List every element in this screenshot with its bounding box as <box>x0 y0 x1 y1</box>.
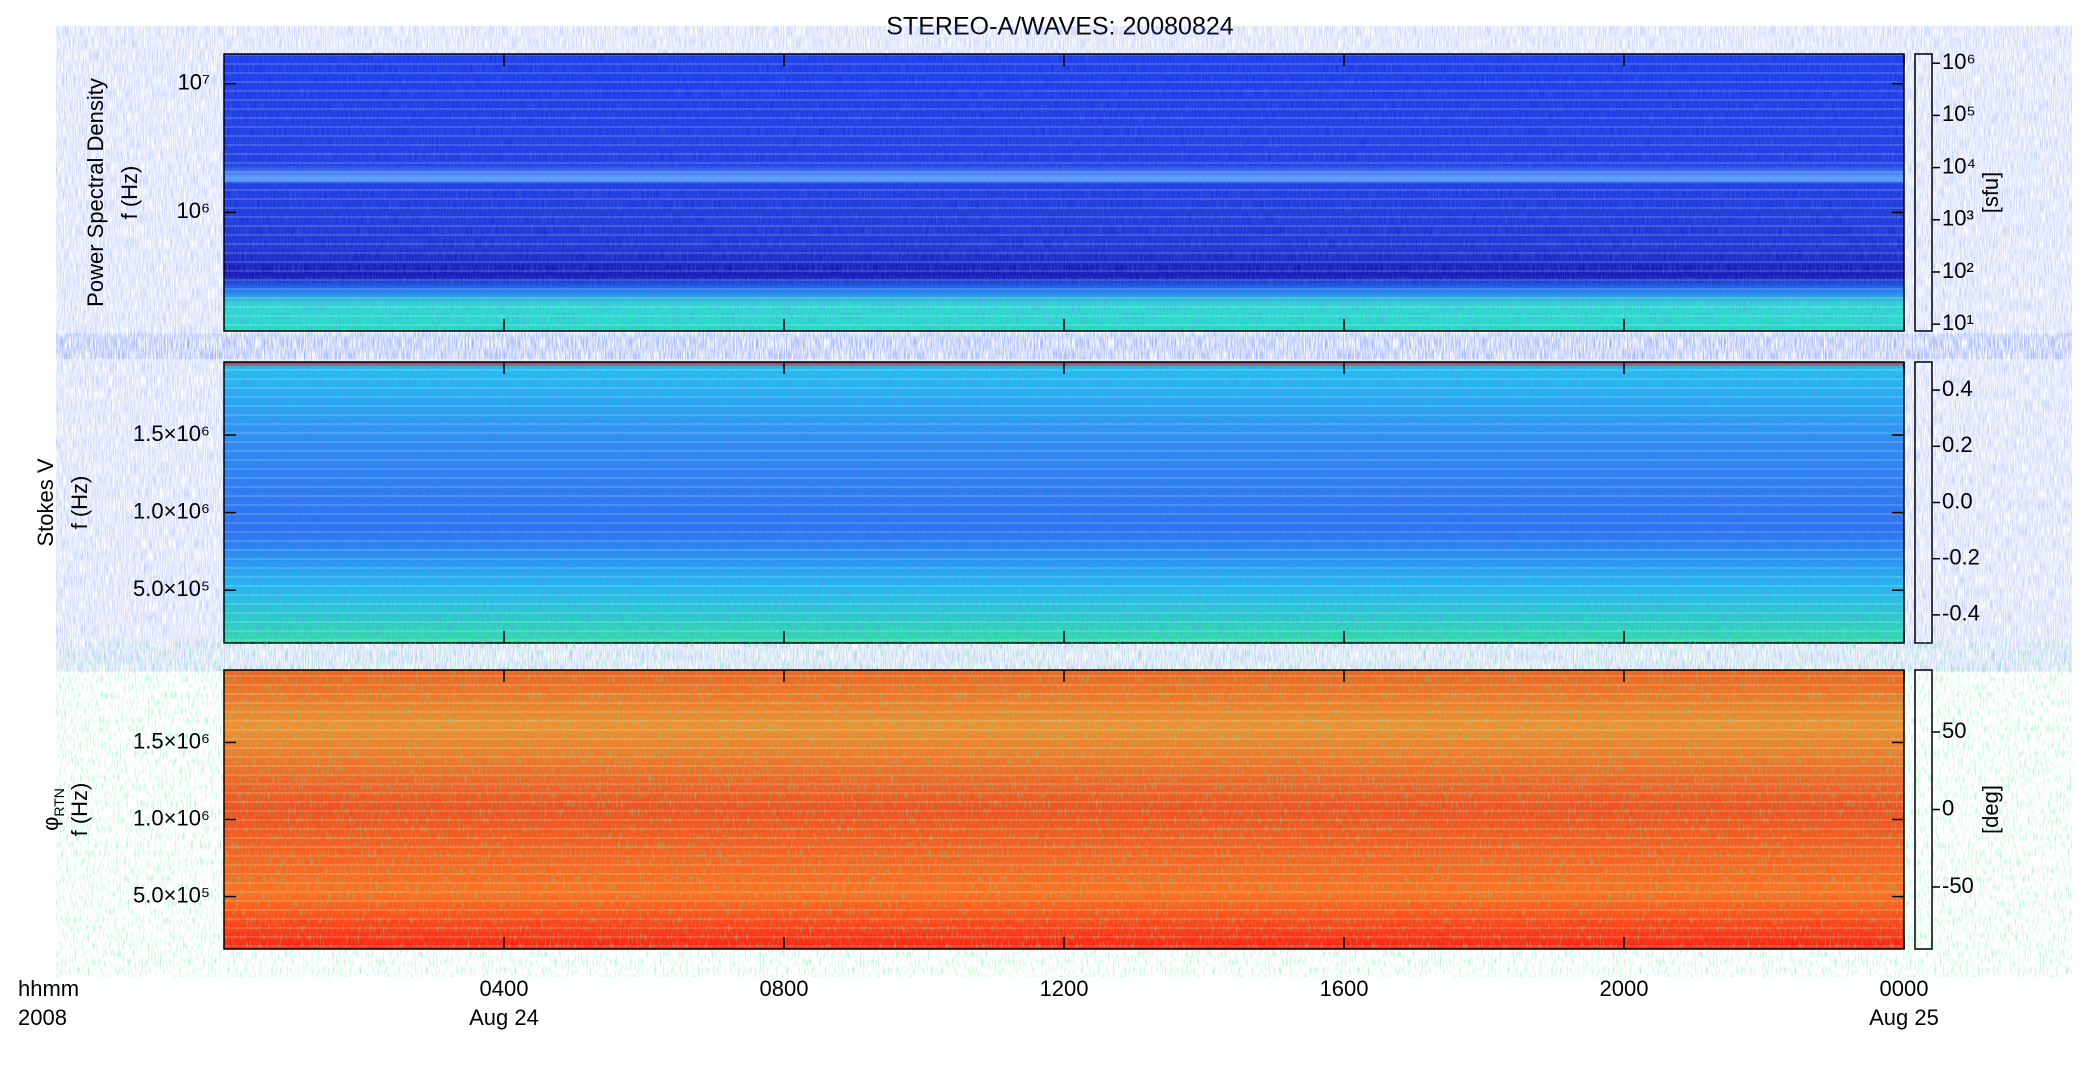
colorbar <box>1914 361 1933 644</box>
colorbar-tick-label: 10¹ <box>1942 310 1974 335</box>
colorbar-tick-label: 10³ <box>1942 206 1974 231</box>
x-date-label: Aug 24 <box>469 1005 539 1030</box>
x-tick-label: 2000 <box>1600 976 1649 1001</box>
x-unit-label: hhmm <box>18 976 79 1001</box>
colorbar-tick-label: 0.2 <box>1942 432 1973 457</box>
x-tick-label: 0400 <box>480 976 529 1001</box>
subscript: RTN <box>51 788 67 817</box>
y-tick-label: 1.0×10⁶ <box>133 498 210 523</box>
y-axis-label: f (Hz) <box>67 783 92 837</box>
colorbar-tick-label: -0.2 <box>1942 545 1980 570</box>
colorbar-tick-label: -50 <box>1942 873 1974 898</box>
spectrogram-lines <box>224 362 1904 643</box>
colorbar-tick-label: 0.4 <box>1942 376 1973 401</box>
colorbar <box>1914 669 1933 950</box>
symbol: φ <box>38 817 63 831</box>
y-tick-label: 1.5×10⁶ <box>133 421 210 446</box>
colorbar-tick-label: 10⁶ <box>1942 49 1976 74</box>
y-tick-label: 10⁶ <box>176 198 210 223</box>
x-year-label: 2008 <box>18 1005 67 1030</box>
y-axis-label: f (Hz) <box>67 476 92 530</box>
colorbar-tick-label: 50 <box>1942 718 1966 743</box>
x-tick-label: 0800 <box>760 976 809 1001</box>
y-tick-label: 5.0×10⁵ <box>133 882 210 907</box>
colorbar <box>1914 53 1933 332</box>
colorbar-tick-label: 10² <box>1942 258 1974 283</box>
colorbar-tick-label: 0.0 <box>1942 488 1973 513</box>
chart-title: STEREO-A/WAVES: 20080824 <box>886 13 1233 41</box>
y-tick-label: 1.0×10⁶ <box>133 805 210 830</box>
y-axis-label: Stokes V <box>33 458 58 546</box>
colorbar-label: [deg] <box>1978 785 2003 834</box>
spectrogram-lines <box>224 54 1904 331</box>
colorbar-tick-label: 10⁴ <box>1942 153 1976 178</box>
y-axis-label: Power Spectral Density <box>83 78 108 307</box>
y-tick-label: 10⁷ <box>178 69 210 94</box>
y-axis-symbol: φRTN <box>38 788 67 831</box>
colorbar-tick-label: 0 <box>1942 795 1954 820</box>
colorbar-tick-label: 10⁵ <box>1942 101 1976 126</box>
x-tick-label: 1600 <box>1320 976 1369 1001</box>
x-tick-label: 1200 <box>1040 976 1089 1001</box>
x-date-label: Aug 25 <box>1869 1005 1939 1030</box>
y-axis-label: f (Hz) <box>117 166 142 220</box>
y-tick-label: 1.5×10⁶ <box>133 728 210 753</box>
x-tick-label: 0000 <box>1880 976 1929 1001</box>
colorbar-label: [sfu] <box>1978 172 2003 214</box>
y-tick-label: 5.0×10⁵ <box>133 576 210 601</box>
spectrogram-lines <box>224 670 1904 949</box>
colorbar-tick-label: -0.4 <box>1942 601 1980 626</box>
